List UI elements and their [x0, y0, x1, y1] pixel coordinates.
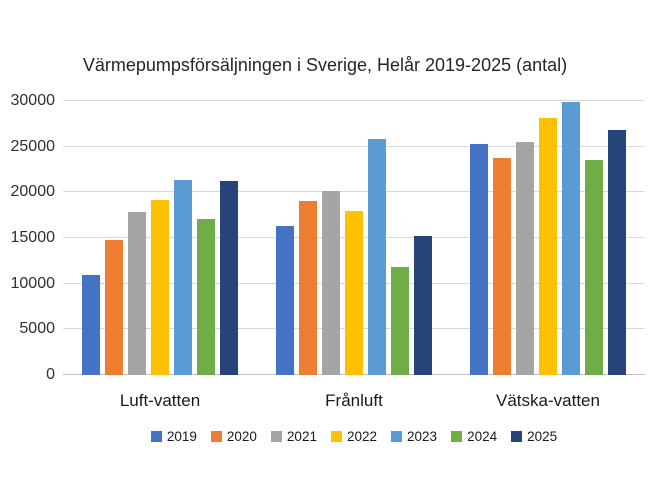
legend-item-2023: 2023 — [391, 429, 437, 444]
legend-swatch-icon — [150, 431, 162, 442]
y-gridline — [63, 191, 645, 193]
legend-swatch-icon — [270, 431, 282, 442]
legend-item-2019: 2019 — [150, 429, 197, 444]
bar-2023 — [562, 101, 580, 375]
bar-2019 — [276, 226, 294, 375]
bar-2023 — [368, 139, 386, 375]
bar-group-luft-vatten — [63, 101, 257, 375]
bar-2023 — [174, 180, 192, 375]
bar-2021 — [516, 142, 534, 375]
bar-2024 — [197, 218, 215, 375]
category-label: Luft-vatten — [119, 391, 201, 410]
y-tick-label: 15000 — [10, 229, 56, 246]
plot-area — [63, 100, 645, 375]
y-tick-label: 10000 — [10, 274, 56, 292]
bar-2021 — [322, 190, 340, 375]
legend-swatch-icon — [511, 431, 523, 442]
x-axis-category-labels: Luft-vatten Frånluft Vätska-vatten — [63, 391, 645, 411]
bars-layer — [63, 101, 645, 375]
legend-swatch-icon — [330, 431, 342, 442]
chart-title: Värmepumpsförsäljningen i Sverige, Helår… — [82, 55, 568, 75]
bar-2025 — [220, 181, 238, 375]
legend-label: 2023 — [407, 429, 438, 444]
bar-2020 — [493, 157, 511, 375]
bar-2022 — [151, 199, 169, 375]
y-tick-label: 25000 — [10, 137, 56, 155]
bar-2020 — [299, 201, 317, 375]
bar-2022 — [539, 118, 557, 375]
legend-label: 2021 — [286, 429, 317, 444]
y-gridline — [63, 100, 645, 101]
legend-item-2022: 2022 — [330, 429, 378, 444]
legend-swatch-icon — [451, 431, 463, 442]
bar-2019 — [470, 143, 488, 375]
bar-2020 — [105, 239, 123, 375]
y-tick-label: 0 — [46, 366, 55, 383]
y-tick-label: 30000 — [10, 92, 56, 109]
legend-label: 2020 — [226, 429, 257, 444]
category-label: Vätska-vatten — [496, 391, 600, 410]
legend-item-2024: 2024 — [451, 429, 497, 444]
bar-2022 — [345, 210, 363, 375]
bar-2019 — [82, 274, 100, 375]
bar-2025 — [608, 130, 626, 375]
y-tick-label: 5000 — [19, 320, 55, 338]
legend-label: 2025 — [527, 429, 558, 444]
y-tick-label: 20000 — [10, 183, 56, 201]
legend-item-2020: 2020 — [210, 429, 257, 444]
bar-2024 — [391, 267, 409, 375]
legend-label: 2024 — [467, 429, 498, 444]
legend-label: 2019 — [166, 429, 197, 444]
legend-item-2021: 2021 — [270, 429, 317, 444]
legend-item-2025: 2025 — [511, 429, 557, 444]
legend-swatch-icon — [210, 431, 222, 442]
bar-2021 — [128, 211, 146, 375]
y-gridline — [63, 145, 645, 147]
legend: 2019 2020 2021 2022 2023 2024 2025 — [63, 429, 645, 444]
bar-2025 — [414, 236, 432, 375]
bar-2024 — [585, 160, 603, 375]
category-label: Frånluft — [325, 391, 383, 410]
legend-label: 2022 — [346, 429, 378, 444]
legend-swatch-icon — [391, 431, 403, 442]
bar-group-v-tska-vatten — [451, 101, 645, 375]
bar-group-fr-nluft — [257, 101, 451, 375]
